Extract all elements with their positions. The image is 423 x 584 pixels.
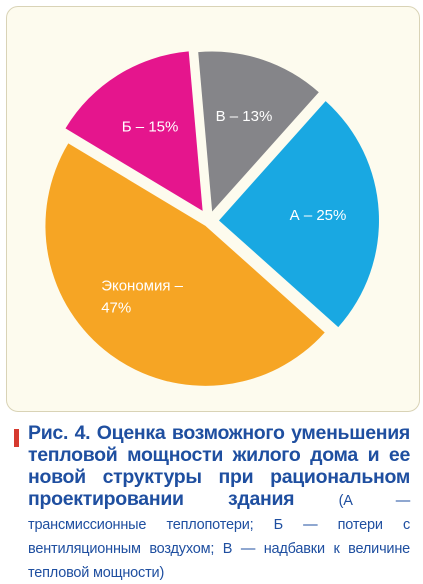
slice-label-3: А – 25% <box>290 207 347 224</box>
slice-label-1: Б – 15% <box>122 119 179 136</box>
caption-title: Рис. 4. Оценка возможного уменьшения теп… <box>28 422 410 510</box>
pie-slice-3 <box>218 101 379 328</box>
pie-slice-2 <box>198 51 319 212</box>
pie-slice-1 <box>65 51 203 211</box>
slice-label-2: В – 13% <box>216 108 273 125</box>
caption-text: Рис. 4. Оценка возможного уменьшения теп… <box>28 422 410 584</box>
chart-panel: Б – 15% В – 13% А – 25% Экономия –47% <box>6 6 420 412</box>
pie-slice-4 <box>45 143 325 386</box>
slice-label-4: Экономия –47% <box>101 278 183 317</box>
caption-marker <box>14 429 19 447</box>
figure-caption: Рис. 4. Оценка возможного уменьшения теп… <box>14 422 410 584</box>
pie-chart: Б – 15% В – 13% А – 25% Экономия –47% <box>45 51 379 386</box>
